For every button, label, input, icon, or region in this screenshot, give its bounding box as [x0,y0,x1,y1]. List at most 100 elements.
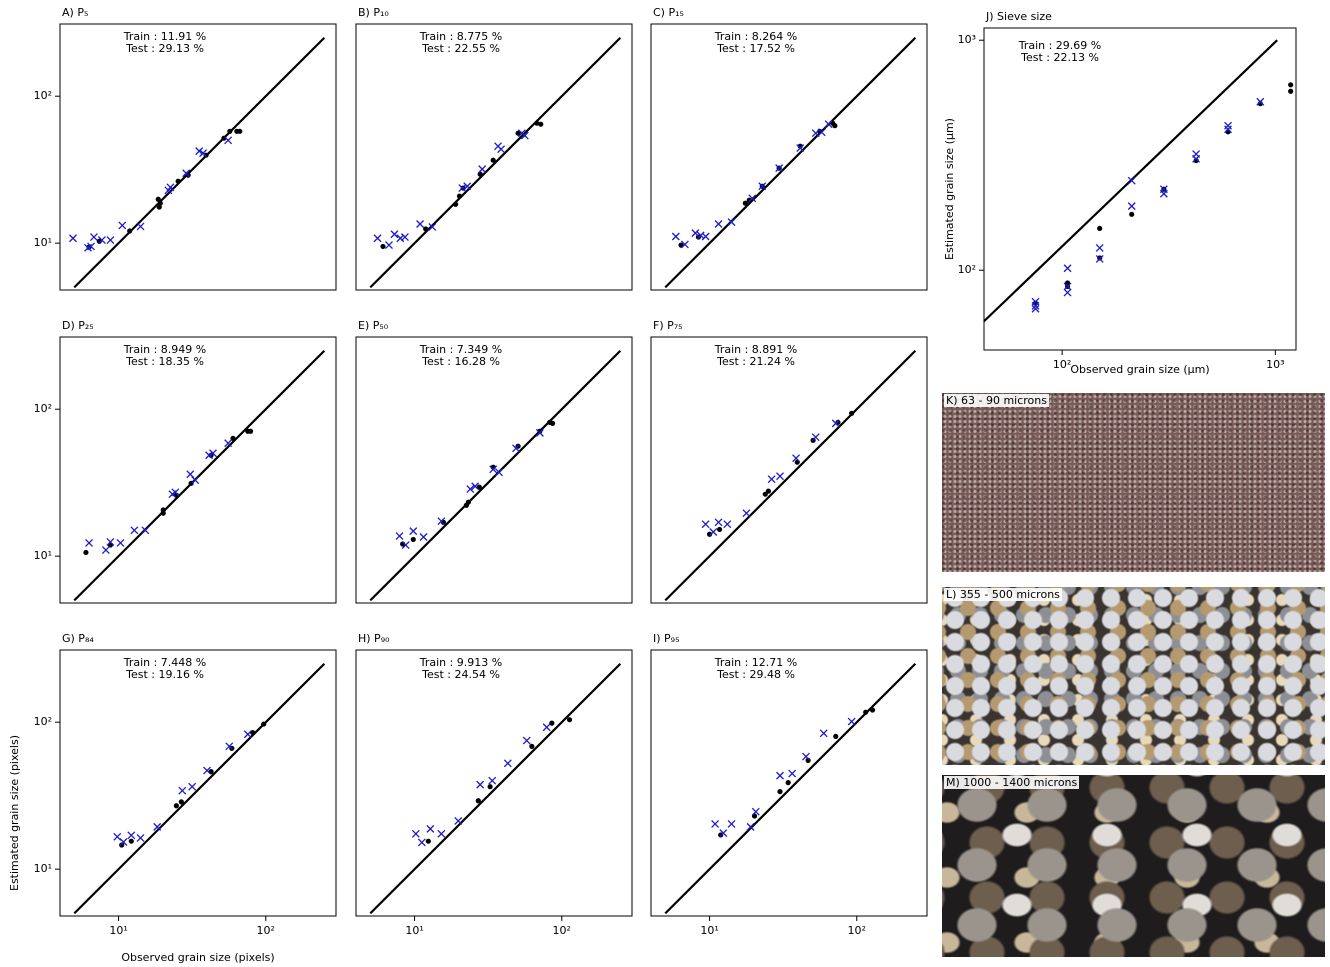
reference-line [73,349,326,602]
test-point [419,533,428,541]
train-point [832,123,838,129]
train-point [475,798,481,804]
test-point [1031,304,1040,313]
annotation: Test : 22.55 % [421,42,500,55]
train-point [529,743,535,749]
train-point [1097,225,1103,232]
test-point [824,120,833,129]
y-tick-label: 10¹ [34,236,52,249]
test-point [401,541,410,550]
train-point [863,709,869,715]
test-point [719,829,728,838]
test-point [522,736,531,745]
annotation: Test : 29.48 % [716,668,795,681]
test-point [792,454,801,463]
test-point [417,838,426,847]
test-point [396,234,405,243]
test-point [512,444,520,453]
test-point [751,807,760,816]
test-point [243,730,252,739]
test-point [113,832,122,841]
plot-frame [59,649,337,917]
panel-title: F) P₇₅ [653,319,683,332]
test-point [847,717,856,726]
test-point [520,131,529,140]
train-point [96,238,102,244]
train-point [534,120,540,126]
reference-line [369,36,622,289]
plot-frame [59,23,337,291]
test-point [701,232,710,241]
test-point [476,780,485,789]
test-point [680,240,689,249]
reference-line [73,36,326,289]
test-point [742,509,751,518]
annotation: Train : 29.69 % [1018,39,1102,52]
panel-title: A) P₅ [62,6,88,19]
train-point [155,196,161,202]
test-point [127,831,136,840]
annotation: Train : 7.349 % [419,343,503,356]
train-point [188,480,194,486]
test-point [191,476,200,485]
train-point [746,197,752,203]
plot-frame [355,336,633,604]
train-point [477,171,483,177]
test-point [811,433,820,442]
train-point [127,228,133,234]
test-point [409,527,418,536]
test-point [1127,202,1136,211]
test-point [819,729,828,738]
panel-title: C) P₁₅ [653,6,684,19]
test-point [727,218,736,227]
test-point [411,829,420,838]
train-point [203,152,209,158]
test-point [535,428,544,437]
test-point [767,475,776,484]
train-point [227,128,233,134]
train-point [538,121,544,127]
test-point [136,834,145,842]
test-point [119,838,128,846]
sand-photo: K) 63 - 90 microns [942,393,1325,572]
train-point [777,789,783,795]
test-point [776,771,784,780]
test-point [428,222,437,231]
train-point [247,428,254,434]
train-point [157,200,163,206]
test-point [1095,243,1104,252]
y-tick-label: 10² [958,263,976,276]
y-tick-label: 10³ [958,33,976,46]
train-point [453,201,459,207]
test-point [817,128,826,137]
y-tick-label: 10² [34,89,52,102]
train-point [849,410,855,416]
test-point [1063,288,1072,297]
train-point [717,526,723,533]
annotation: Train : 9.913 % [419,656,503,669]
train-point [869,707,876,713]
test-point [1159,189,1168,198]
train-point [410,536,416,543]
train-point [1193,157,1199,164]
test-point [478,165,487,174]
test-point [385,241,393,250]
test-point [69,234,77,243]
x-tick-label: 10³ [1266,358,1284,371]
annotation: Train : 8.949 % [123,343,207,356]
test-point [224,136,233,145]
train-point [1129,211,1135,217]
train-point [487,784,493,790]
test-point [1192,154,1201,163]
test-point [1127,176,1136,185]
test-point [775,164,784,173]
photo-label: L) 355 - 500 microns [944,588,1062,601]
test-point [711,820,720,828]
train-point [119,842,125,848]
panel-title: I) P₉₅ [653,632,680,645]
plot-frame [650,23,928,291]
photo-label: K) 63 - 90 microns [944,394,1049,407]
sand-photo: L) 355 - 500 microns [942,587,1325,765]
train-point [465,499,471,505]
